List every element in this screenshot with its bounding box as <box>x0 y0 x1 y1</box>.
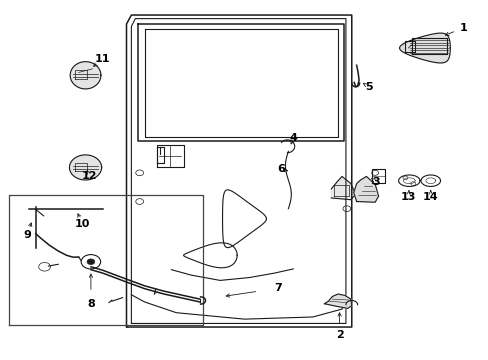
Polygon shape <box>399 33 449 63</box>
Text: 10: 10 <box>75 219 90 229</box>
Circle shape <box>87 259 95 265</box>
Polygon shape <box>70 62 101 89</box>
Text: 1: 1 <box>459 23 467 33</box>
Text: 7: 7 <box>273 283 281 293</box>
Polygon shape <box>69 155 102 180</box>
Polygon shape <box>353 176 378 202</box>
Polygon shape <box>330 176 355 200</box>
Text: 8: 8 <box>87 299 95 309</box>
Text: 4: 4 <box>289 133 297 143</box>
Text: 13: 13 <box>400 192 415 202</box>
Text: 2: 2 <box>335 330 343 340</box>
Text: 12: 12 <box>81 171 97 181</box>
Text: 3: 3 <box>371 177 379 187</box>
Text: 5: 5 <box>365 82 372 93</box>
Text: 14: 14 <box>422 192 438 202</box>
Text: 9: 9 <box>23 230 31 239</box>
Text: 11: 11 <box>94 54 110 64</box>
Text: 6: 6 <box>277 164 285 174</box>
Polygon shape <box>324 294 351 309</box>
